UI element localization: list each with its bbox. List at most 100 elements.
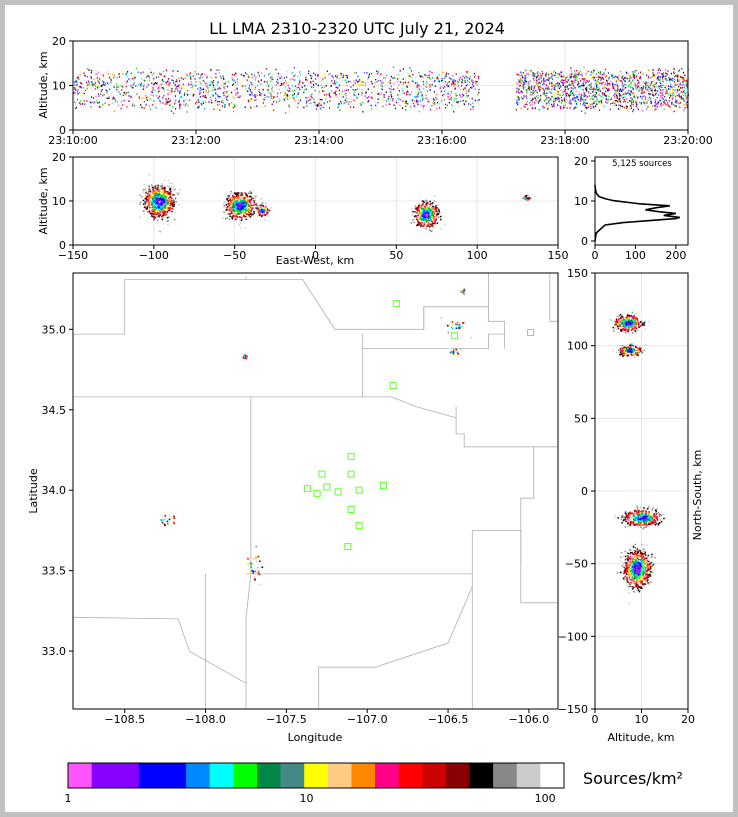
source-point <box>555 97 557 100</box>
source-point <box>83 87 85 89</box>
source-point <box>228 207 230 209</box>
source-point <box>165 98 167 100</box>
source-point <box>234 192 237 194</box>
source-point <box>302 82 304 84</box>
source-point <box>624 84 626 86</box>
source-point <box>346 100 348 103</box>
source-point <box>402 100 404 102</box>
source-point <box>470 336 473 339</box>
source-point <box>436 222 439 224</box>
source-point <box>454 87 456 89</box>
source-point <box>161 521 164 524</box>
source-point <box>151 206 153 209</box>
source-point <box>587 106 589 109</box>
source-point <box>457 82 459 84</box>
source-point <box>390 97 392 100</box>
source-point <box>589 98 591 100</box>
source-point <box>422 203 424 206</box>
source-point <box>524 74 526 77</box>
source-point <box>353 106 355 108</box>
source-point <box>600 78 603 81</box>
source-point <box>325 98 327 100</box>
source-point <box>636 104 638 106</box>
source-point <box>535 80 537 82</box>
source-point <box>222 76 224 78</box>
source-point <box>276 81 278 83</box>
source-point <box>563 82 565 84</box>
source-point <box>145 94 147 97</box>
source-point <box>652 84 654 87</box>
source-point <box>159 188 162 191</box>
source-point <box>403 92 405 94</box>
source-point <box>451 83 453 86</box>
source-point <box>79 74 81 76</box>
source-point <box>244 226 247 229</box>
source-point <box>143 85 145 88</box>
source-point <box>632 108 635 111</box>
source-point <box>455 321 458 324</box>
source-point <box>530 70 532 72</box>
source-point <box>394 77 396 79</box>
source-point <box>416 218 418 220</box>
source-point <box>74 81 76 83</box>
source-point <box>250 203 252 205</box>
source-point <box>256 205 258 207</box>
source-point <box>537 88 539 90</box>
source-point <box>668 76 670 79</box>
source-point <box>572 83 574 85</box>
source-point <box>288 111 290 113</box>
source-point <box>226 218 228 220</box>
source-point <box>436 96 438 99</box>
source-point <box>345 101 347 103</box>
source-point <box>243 202 246 204</box>
source-point <box>462 327 464 329</box>
source-point <box>428 217 431 220</box>
county-line <box>73 396 457 419</box>
source-point <box>663 103 665 106</box>
source-point <box>436 213 439 215</box>
source-point <box>256 560 258 563</box>
source-point <box>585 81 587 83</box>
source-point <box>235 93 237 96</box>
source-point <box>160 188 163 190</box>
source-point <box>77 89 79 91</box>
source-point <box>414 201 416 203</box>
source-point <box>231 102 233 104</box>
source-point <box>546 79 548 81</box>
source-point <box>683 86 685 89</box>
source-point <box>645 101 647 103</box>
source-point <box>254 86 256 89</box>
source-point <box>432 211 434 214</box>
source-point <box>233 74 235 76</box>
source-point <box>654 105 656 107</box>
source-point <box>164 201 167 204</box>
source-point <box>461 325 463 328</box>
source-point <box>267 209 269 211</box>
source-point <box>159 207 161 209</box>
source-point <box>370 80 372 83</box>
source-point <box>306 105 308 107</box>
source-point <box>558 87 560 90</box>
source-point <box>113 97 115 100</box>
source-point <box>184 77 186 79</box>
source-point <box>611 102 613 104</box>
source-point <box>431 210 433 213</box>
source-point <box>545 72 547 74</box>
source-point <box>169 178 172 181</box>
source-point <box>247 199 249 201</box>
source-point <box>637 96 639 99</box>
source-point <box>236 215 238 218</box>
source-point <box>144 200 147 203</box>
source-point <box>187 94 189 96</box>
y-tick-label: 20 <box>52 151 66 164</box>
source-point <box>522 81 525 84</box>
source-point <box>138 95 140 98</box>
source-point <box>591 95 593 98</box>
source-point <box>246 203 248 205</box>
source-point <box>431 203 433 205</box>
source-point <box>179 80 181 82</box>
source-point <box>240 73 242 76</box>
source-point <box>222 106 224 108</box>
source-point <box>681 87 683 89</box>
source-point <box>574 79 576 81</box>
